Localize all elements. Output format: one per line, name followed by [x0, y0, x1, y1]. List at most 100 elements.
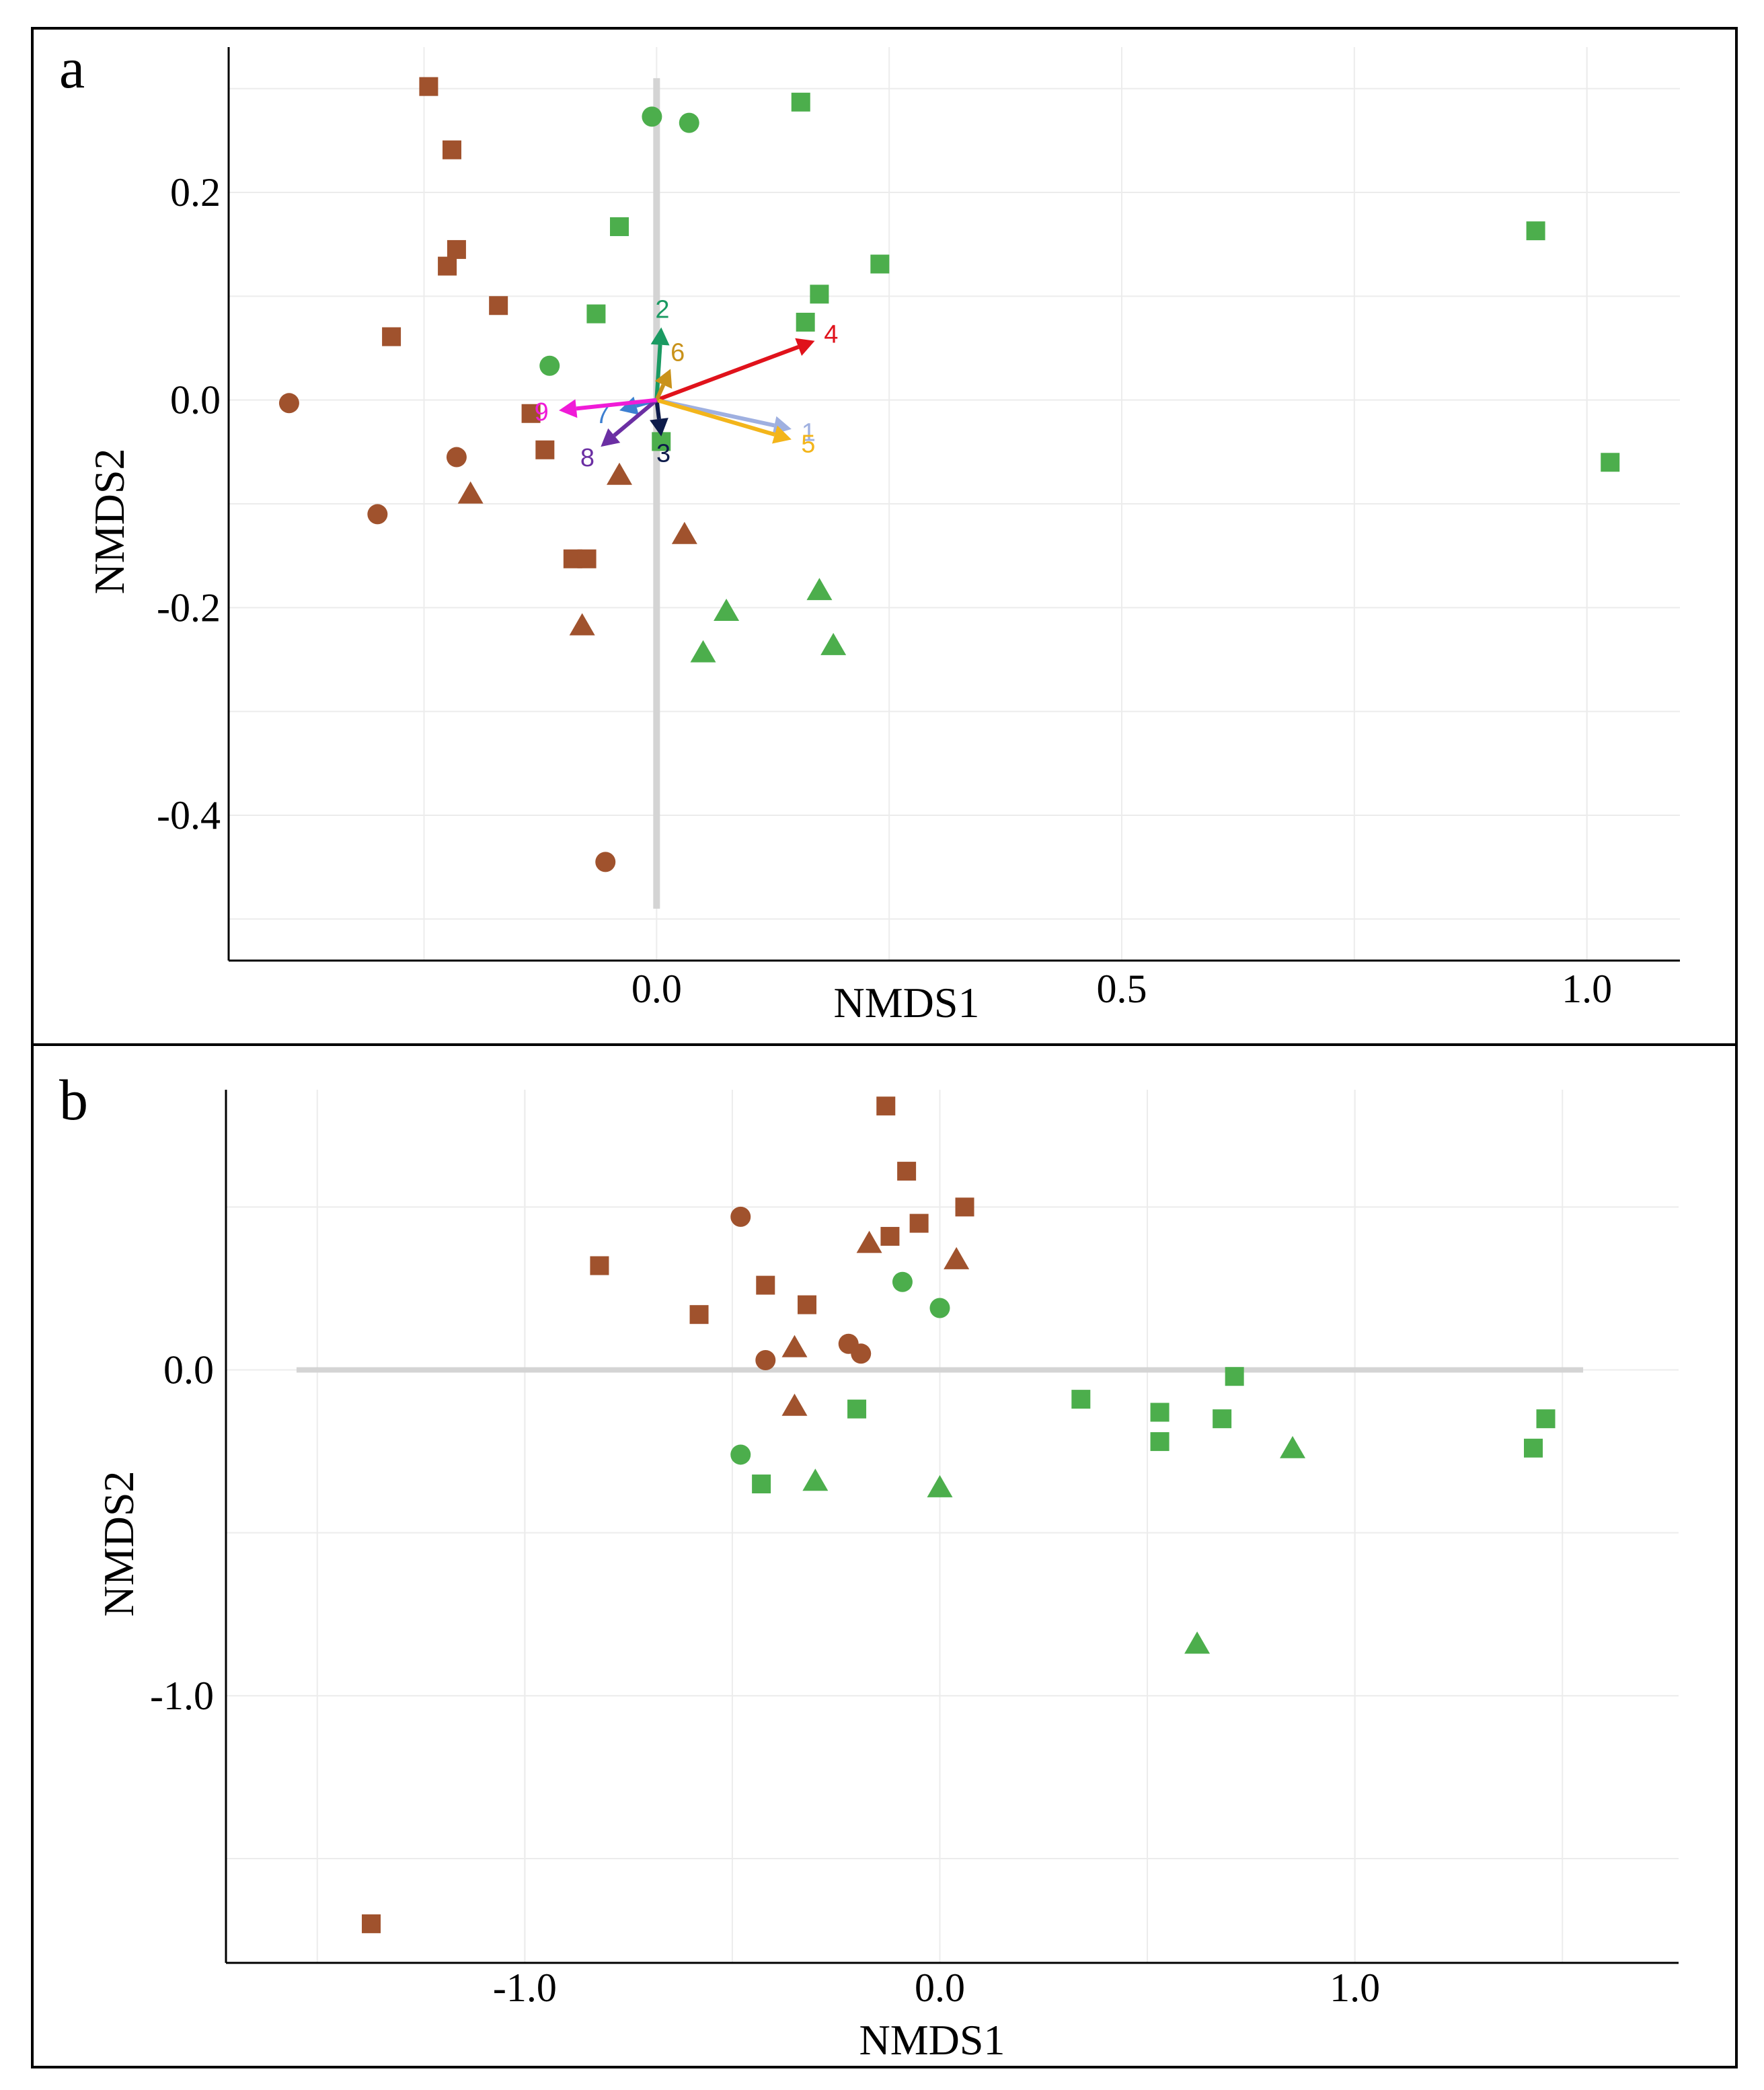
panel-a-point-brown-circle — [595, 852, 616, 872]
panel-b-point-green-square — [1225, 1367, 1244, 1386]
panel-b-point-brown-triangle — [944, 1246, 970, 1269]
panel-b-point-brown-square — [590, 1256, 609, 1275]
panel-b-point-green-square — [1150, 1432, 1169, 1452]
panel-a-vector-label: 9 — [535, 398, 549, 426]
panel-a-vector-head — [650, 327, 670, 346]
panel-a-vector-head — [654, 369, 673, 389]
panel-a-vector-shaft — [656, 345, 800, 402]
panel-b-y-tick-label: 0.0 — [163, 1348, 214, 1392]
panel-a-point-green-square — [870, 254, 890, 274]
panel-b-point-green-square — [1536, 1409, 1556, 1429]
panel-a-vector-shaft — [654, 383, 666, 401]
panel-a-vector-label: 4 — [824, 321, 838, 349]
panel-a-point-brown-triangle — [607, 462, 632, 485]
panel-b-x-axis-title: NMDS1 — [859, 2016, 1005, 2064]
panel-a-vector-head — [559, 399, 578, 418]
panel-a-vector-4: 4 — [656, 321, 838, 402]
panel-b-point-brown-square — [876, 1096, 896, 1116]
panel-b-point-brown-triangle — [781, 1335, 808, 1357]
panel-a-point-brown-triangle — [569, 613, 595, 636]
panel-a-vector-label: 5 — [801, 431, 815, 459]
panel-b-point-brown-square — [362, 1914, 381, 1933]
panel-a-label: a — [59, 36, 85, 100]
panel-a-point-green-square — [791, 92, 810, 112]
panel-a-point-brown-circle — [446, 447, 467, 468]
panel-a-point-brown-triangle — [457, 481, 484, 504]
panel-b-point-brown-square — [880, 1226, 900, 1246]
panel-a-vector-label: 6 — [670, 339, 685, 367]
panel-a-point-brown-square — [443, 140, 461, 159]
panel-a-x-tick-labels: 0.0 0.5 1.0 — [631, 967, 1612, 1011]
panel-a-vector-label: 3 — [656, 439, 670, 468]
panel-b-point-brown-triangle — [856, 1230, 882, 1253]
panel-a-vector-2: 2 — [650, 296, 670, 400]
panel-b-point-green-triangle — [927, 1475, 953, 1497]
panel-a-point-green-square — [1526, 221, 1545, 241]
panel-a-point-brown-square — [521, 404, 541, 423]
panel-a-vector-5: 5 — [656, 398, 815, 459]
panel-a-x-tick-label: 0.0 — [631, 967, 682, 1011]
panel-a-point-brown-square — [419, 77, 438, 96]
panel-b-point-brown-square — [955, 1197, 974, 1217]
panel-a-vector-9: 9 — [535, 398, 657, 426]
panel-b-point-brown-circle — [755, 1349, 776, 1370]
panel-a-point-brown-triangle — [671, 521, 697, 544]
panel-b-point-green-circle — [730, 1444, 751, 1465]
panel-b-frame — [31, 1043, 1738, 2068]
panel-b-point-green-circle — [929, 1298, 950, 1318]
panel-a-y-tick-labels: -0.4 -0.2 0.0 0.2 — [157, 170, 221, 837]
panel-a-y-tick-label: 0.0 — [170, 378, 221, 422]
panel-a-vector-shaft — [654, 400, 661, 420]
panel-a-vector-6: 6 — [654, 339, 685, 401]
panel-b-point-green-square — [752, 1475, 771, 1494]
panel-a-point-brown-square — [489, 296, 508, 315]
panel-a-vector-head — [795, 338, 815, 356]
panel-b: b -1.0 0.0 1.0 -1.0 0.0 NMDS1 NMDS2 — [59, 1068, 1679, 2064]
panel-a-point-green-square — [1601, 453, 1620, 472]
panel-b-label: b — [59, 1068, 88, 1132]
panel-a-y-tick-label: 0.2 — [170, 170, 221, 215]
panel-a-point-green-triangle — [690, 640, 716, 663]
panel-a-vector-3: 3 — [650, 400, 670, 468]
panel-b-point-brown-circle — [851, 1343, 872, 1364]
panel-a-vector-label: 1 — [802, 418, 816, 447]
panel-b-point-green-square — [1071, 1390, 1091, 1409]
panel-b-point-brown-square — [897, 1162, 917, 1181]
panel-a-point-green-square — [796, 312, 815, 332]
panel-a-point-green-circle — [642, 106, 662, 127]
panel-b-point-green-square — [1150, 1403, 1169, 1422]
panel-a-x-tick-label: 0.5 — [1097, 967, 1147, 1011]
panel-a-vector-label: 2 — [655, 296, 669, 324]
panel-a-vector-shaft — [613, 398, 658, 437]
panel-a-vector-shaft — [654, 344, 662, 400]
panel-a-vector-shaft — [656, 398, 775, 437]
panel-a-point-brown-square — [382, 327, 401, 346]
panel-a-point-brown-square — [438, 256, 457, 276]
panel-a-y-tick-label: -0.2 — [157, 585, 221, 630]
panel-a-point-green-circle — [679, 112, 699, 133]
panel-b-point-green-triangle — [1184, 1631, 1211, 1654]
panel-b-point-green-circle — [892, 1271, 913, 1292]
panel-b-point-green-square — [847, 1399, 867, 1419]
panel-b-y-axis-title: NMDS2 — [95, 1471, 143, 1617]
panel-a-x-tick-label: 1.0 — [1562, 967, 1612, 1011]
panel-a-point-brown-square — [577, 549, 597, 568]
panel-b-x-tick-label: -1.0 — [493, 1966, 557, 2010]
panel-b-point-brown-triangle — [781, 1393, 808, 1416]
panel-a-point-green-triangle — [820, 632, 847, 655]
panel-a-point-green-square — [810, 285, 829, 304]
panel-b-point-green-square — [1524, 1438, 1543, 1458]
panel-b-x-tick-label: 1.0 — [1330, 1966, 1380, 2010]
panel-a-point-green-triangle — [714, 598, 740, 621]
panel-a-vector-shaft — [576, 398, 657, 411]
panel-a-y-tick-label: -0.4 — [157, 793, 221, 837]
panel-b-point-brown-square — [689, 1305, 709, 1324]
panel-b-y-tick-label: -1.0 — [150, 1674, 214, 1718]
panel-b-x-tick-label: 0.0 — [915, 1966, 965, 2010]
panel-a-vector-head — [601, 428, 621, 447]
panel-b-point-brown-square — [909, 1214, 929, 1233]
panel-b-point-green-triangle — [1280, 1435, 1306, 1458]
panel-a-point-brown-circle — [367, 504, 388, 525]
panel-a-vector-head — [772, 425, 792, 444]
